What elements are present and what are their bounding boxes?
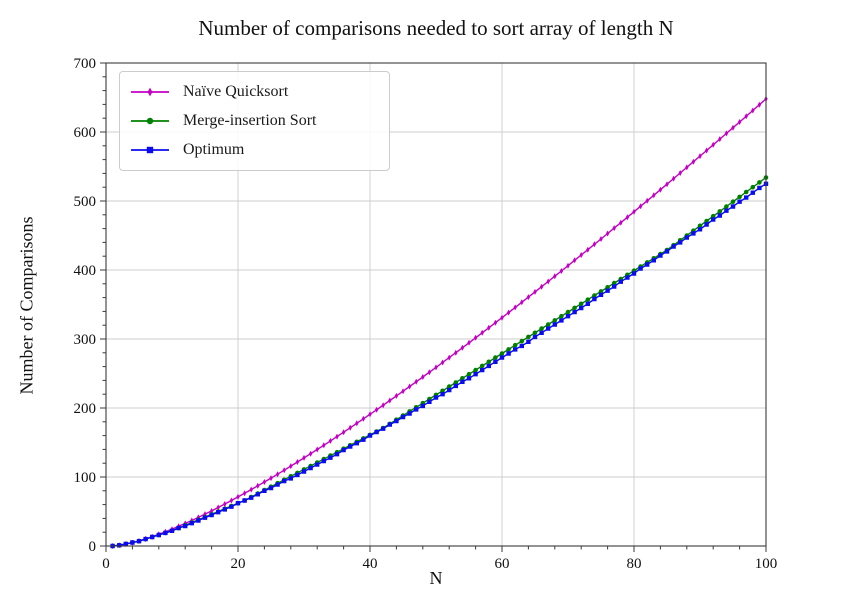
x-tick-label: 100 xyxy=(755,556,778,572)
legend-label: Merge-insertion Sort xyxy=(183,111,317,129)
legend: Naïve Quicksort Merge-insertion Sort Opt… xyxy=(119,71,390,171)
thin-diamond-marker-icon xyxy=(129,85,173,99)
chart-title: Number of comparisons needed to sort arr… xyxy=(198,16,674,40)
y-tick-label: 500 xyxy=(74,194,97,210)
legend-item-merge-insertion-sort: Merge-insertion Sort xyxy=(120,106,389,135)
y-tick-label: 0 xyxy=(89,539,97,555)
tick-labels: 0 20 40 60 80 100 0 100 200 300 400 500 600 700 xyxy=(74,56,778,572)
axis-ticks xyxy=(100,62,767,552)
axes-spines xyxy=(105,62,767,547)
series-merge-insertion-sort xyxy=(110,175,769,549)
square-marker-icon xyxy=(129,143,173,157)
x-tick-label: 40 xyxy=(363,556,378,572)
x-tick-label: 0 xyxy=(102,556,110,572)
y-axis-label: Number of Comparisons xyxy=(16,216,37,395)
y-tick-label: 400 xyxy=(74,263,97,279)
y-tick-label: 600 xyxy=(74,125,97,141)
series-optimum xyxy=(110,181,769,549)
y-tick-label: 200 xyxy=(74,401,97,417)
legend-item-naive-quicksort: Naïve Quicksort xyxy=(120,77,389,106)
y-tick-label: 100 xyxy=(74,470,97,486)
x-tick-label: 80 xyxy=(627,556,642,572)
legend-label: Naïve Quicksort xyxy=(183,82,289,100)
circle-marker-icon xyxy=(129,114,173,128)
x-axis-label: N xyxy=(429,568,443,588)
y-tick-label: 300 xyxy=(74,332,97,348)
legend-label: Optimum xyxy=(183,140,245,158)
y-tick-label: 700 xyxy=(74,56,97,72)
x-tick-label: 20 xyxy=(231,556,246,572)
series-na-ve-quicksort xyxy=(110,95,768,550)
legend-item-optimum: Optimum xyxy=(120,135,389,164)
x-tick-label: 60 xyxy=(495,556,510,572)
